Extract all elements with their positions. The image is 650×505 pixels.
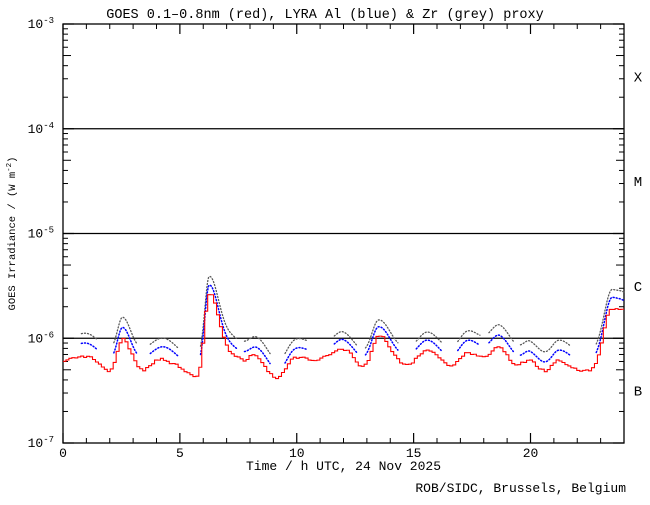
svg-text:C: C (634, 280, 642, 296)
svg-text:Time / h UTC, 24 Nov 2025: Time / h UTC, 24 Nov 2025 (246, 459, 441, 474)
svg-text:ROB/SIDC, Brussels, Belgium: ROB/SIDC, Brussels, Belgium (415, 481, 626, 496)
svg-text:X: X (634, 70, 643, 86)
svg-text:0: 0 (59, 446, 67, 461)
svg-text:5: 5 (176, 446, 184, 461)
svg-text:B: B (634, 385, 642, 401)
svg-text:GOES 0.1–0.8nm (red), LYRA Al: GOES 0.1–0.8nm (red), LYRA Al (blue) & Z… (106, 8, 543, 23)
svg-text:M: M (634, 175, 642, 191)
svg-text:GOES Irradiance / (W m-2): GOES Irradiance / (W m-2) (6, 157, 19, 311)
svg-text:20: 20 (523, 446, 539, 461)
